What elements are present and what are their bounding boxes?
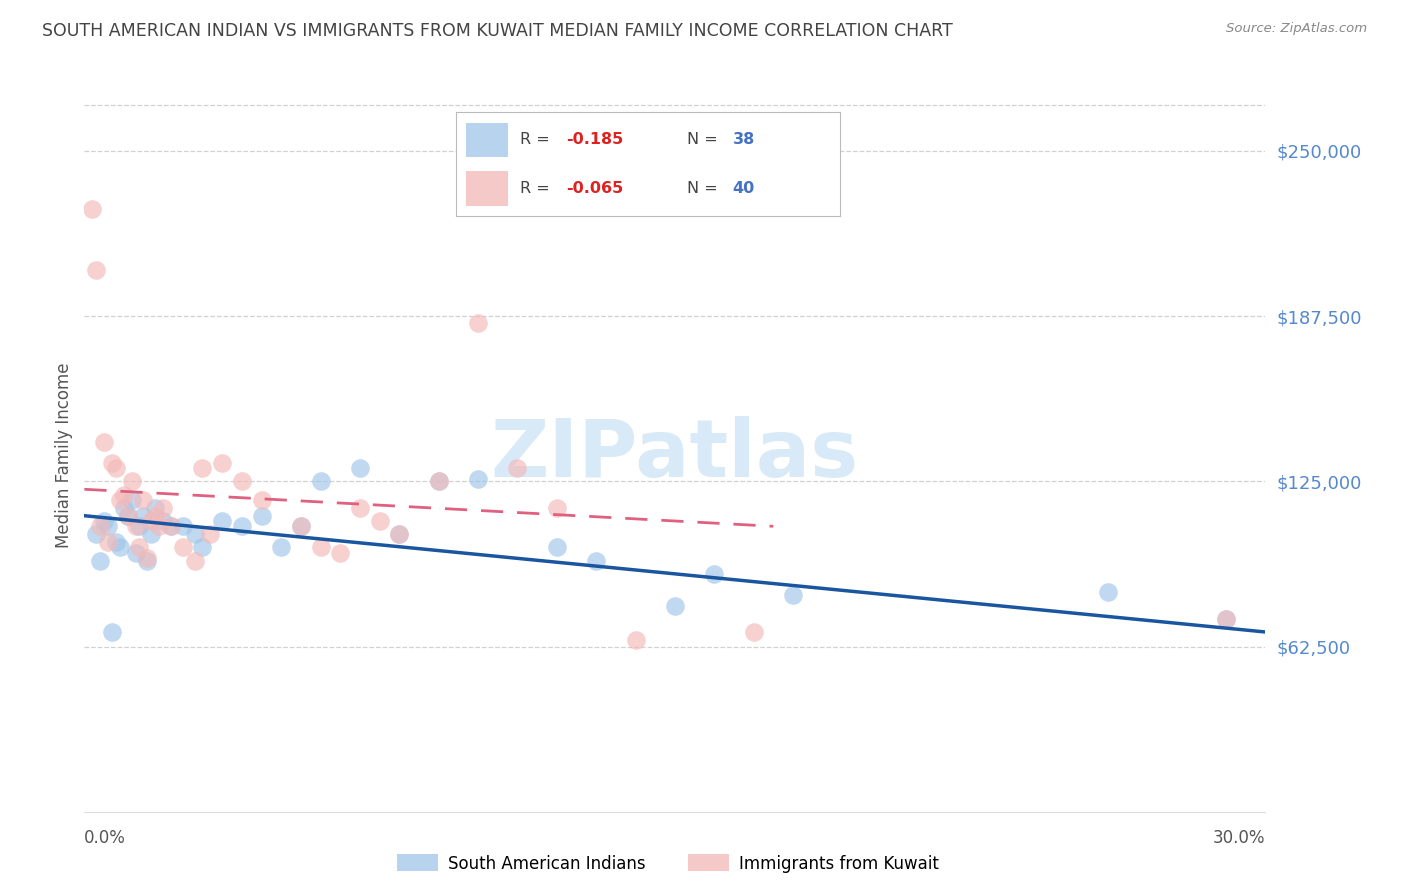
Point [132, 508, 155, 523]
Point [152, 514, 174, 528]
Point [211, 456, 233, 470]
Point [368, 514, 391, 528]
Point [349, 500, 371, 515]
Point [1097, 585, 1119, 599]
Point [124, 546, 146, 560]
Point [546, 541, 568, 555]
Point [183, 527, 205, 541]
Point [112, 500, 135, 515]
Point [290, 519, 312, 533]
Point [624, 632, 647, 647]
Point [84, 527, 107, 541]
Point [172, 541, 194, 555]
Text: Source: ZipAtlas.com: Source: ZipAtlas.com [1226, 22, 1367, 36]
Point [349, 461, 371, 475]
Point [104, 461, 127, 475]
Point [250, 508, 273, 523]
Point [388, 527, 411, 541]
Point [82, 202, 104, 216]
Point [231, 475, 253, 489]
Point [101, 625, 124, 640]
Point [467, 472, 489, 486]
Point [506, 461, 529, 475]
Point [172, 519, 194, 533]
Point [329, 546, 352, 560]
Point [160, 519, 183, 533]
Point [112, 487, 135, 501]
Point [309, 541, 332, 555]
Point [128, 541, 150, 555]
Point [89, 519, 111, 533]
Point [121, 492, 143, 507]
Point [84, 263, 107, 277]
Point [117, 508, 139, 523]
Point [546, 500, 568, 515]
Point [183, 554, 205, 568]
Point [782, 588, 804, 602]
Point [211, 514, 233, 528]
Point [101, 456, 124, 470]
Point [467, 316, 489, 330]
Point [128, 519, 150, 533]
Legend: South American Indians, Immigrants from Kuwait: South American Indians, Immigrants from … [389, 847, 946, 880]
Point [742, 625, 765, 640]
Y-axis label: Median Family Income: Median Family Income [55, 362, 73, 548]
Point [191, 541, 214, 555]
Point [108, 492, 131, 507]
Point [117, 508, 139, 523]
Point [427, 475, 450, 489]
Point [270, 541, 292, 555]
Text: 0.0%: 0.0% [84, 829, 127, 847]
Point [1215, 612, 1237, 626]
Point [104, 535, 127, 549]
Point [93, 434, 115, 449]
Point [93, 514, 115, 528]
Point [148, 519, 170, 533]
Point [231, 519, 253, 533]
Point [132, 492, 155, 507]
Text: SOUTH AMERICAN INDIAN VS IMMIGRANTS FROM KUWAIT MEDIAN FAMILY INCOME CORRELATION: SOUTH AMERICAN INDIAN VS IMMIGRANTS FROM… [42, 22, 953, 40]
Point [97, 519, 120, 533]
Point [388, 527, 411, 541]
Point [200, 527, 222, 541]
Point [427, 475, 450, 489]
Text: ZIPatlas: ZIPatlas [491, 416, 859, 494]
Point [152, 500, 174, 515]
Point [1215, 612, 1237, 626]
Point [309, 475, 332, 489]
Point [191, 461, 214, 475]
Point [89, 554, 111, 568]
Point [664, 599, 686, 613]
Point [160, 519, 183, 533]
Point [108, 541, 131, 555]
Text: 30.0%: 30.0% [1213, 829, 1265, 847]
Point [585, 554, 607, 568]
Point [141, 527, 163, 541]
Point [136, 551, 159, 566]
Point [136, 554, 159, 568]
Point [97, 535, 120, 549]
Point [143, 500, 166, 515]
Point [121, 475, 143, 489]
Point [141, 514, 163, 528]
Point [703, 566, 725, 581]
Point [143, 508, 166, 523]
Point [124, 519, 146, 533]
Point [250, 492, 273, 507]
Point [290, 519, 312, 533]
